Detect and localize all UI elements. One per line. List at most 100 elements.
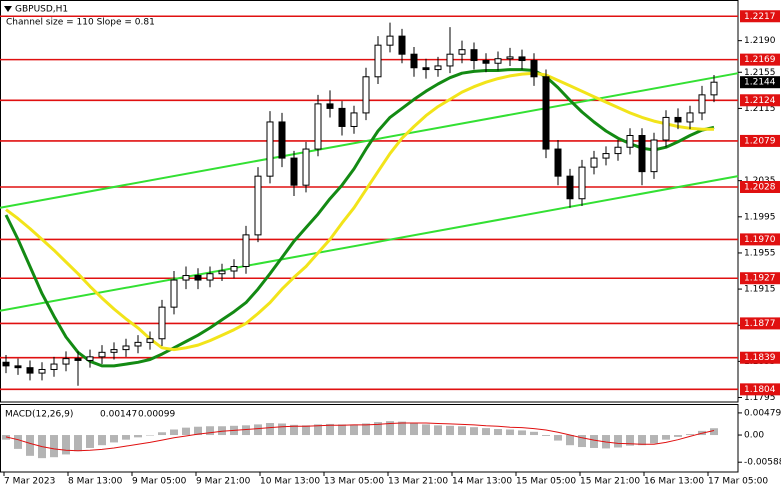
candle-body [422, 67, 430, 71]
macd-bar [302, 425, 310, 436]
macd-bar [386, 421, 394, 436]
macd-bar [578, 435, 586, 448]
level-label-box [740, 53, 780, 66]
macd-bar [374, 422, 382, 436]
symbol: GBPUSD,H1 [15, 5, 68, 15]
candle-body [170, 279, 178, 308]
candle-body [2, 361, 10, 367]
macd-bar [98, 435, 106, 446]
candle-body [266, 121, 274, 177]
macd-bar [338, 424, 346, 436]
signal-line [5, 422, 715, 452]
level-label: 1.1970 [744, 235, 776, 245]
x-tick-label: 14 Mar 13:00 [452, 477, 512, 487]
candle-body [626, 135, 634, 148]
y-tick-label: 1.2115 [744, 104, 776, 114]
candle-body [686, 112, 694, 123]
level-label-box [740, 180, 780, 193]
macd-bar [506, 429, 514, 436]
macd-bar [350, 424, 358, 436]
macd-bar [14, 435, 22, 449]
x-tick-label: 15 Mar 21:00 [580, 477, 640, 487]
macd-bar [482, 428, 490, 436]
candle-body [86, 356, 94, 361]
candle-body [674, 116, 682, 123]
level-label-box [740, 317, 780, 330]
candle-body [614, 146, 622, 155]
macd-bar [122, 435, 130, 440]
candle-body [134, 341, 142, 347]
candle-body [362, 76, 370, 114]
macd-bar [626, 435, 634, 446]
candle-body [434, 65, 442, 71]
level-label-box [740, 94, 780, 107]
candle-body [14, 365, 22, 369]
x-tick-label: 16 Mar 13:00 [644, 477, 704, 487]
candle-body [206, 273, 214, 281]
candle-body [710, 81, 718, 96]
level-label-box [740, 134, 780, 147]
candle-body [578, 166, 586, 200]
macd-bar [554, 435, 562, 441]
last-price-label: 1.2144 [744, 78, 776, 88]
candle-body [26, 367, 34, 374]
macd-bar [170, 429, 178, 436]
x-tick-label: 8 Mar 13:00 [68, 477, 123, 487]
macd-bar [674, 435, 682, 437]
macd-bar [422, 424, 430, 436]
macd-bar [134, 435, 142, 438]
macd-bar [62, 435, 70, 455]
candle-body [98, 351, 106, 358]
x-tick-label: 9 Mar 21:00 [196, 477, 251, 487]
candle-body [302, 148, 310, 186]
y-tick-label: 1.1955 [744, 248, 776, 258]
x-tick-label: 9 Mar 05:00 [132, 477, 187, 487]
macd-bar [290, 424, 298, 436]
macd-bar [254, 424, 262, 436]
macd-bar [50, 435, 58, 458]
macd-bar [530, 431, 538, 436]
macd-value: 0.00147 [100, 410, 137, 420]
candle-body [182, 275, 190, 281]
candle-body [410, 53, 418, 69]
macd-bar [494, 429, 502, 436]
symbol-arrow [4, 6, 12, 12]
moving-average [4, 68, 715, 368]
macd-bar [686, 434, 694, 436]
candle-body [386, 35, 394, 46]
level-label: 1.2124 [744, 96, 776, 106]
candle-body [482, 60, 490, 64]
macd-bar [662, 435, 670, 440]
moving-average [5, 71, 714, 352]
macd-bar [74, 435, 82, 452]
y-tick-label: 0.00479 [744, 408, 781, 418]
level-label: 1.1877 [744, 319, 776, 329]
candle-body [602, 153, 610, 159]
channel-line [0, 175, 739, 312]
level-label: 1.1839 [744, 353, 776, 363]
candle-body [518, 56, 526, 62]
macd-bar [566, 435, 574, 446]
macd-bar [590, 435, 598, 448]
candle-body [146, 338, 154, 343]
y-tick-label: 1.2155 [744, 68, 776, 78]
macd-bar [110, 435, 118, 443]
macd-bar [218, 426, 226, 436]
macd-bar [362, 423, 370, 436]
candle-body [590, 157, 598, 168]
level-label-box [740, 233, 780, 246]
candle-body [278, 121, 286, 159]
macd-bar [650, 435, 658, 444]
level-label-box [740, 272, 780, 285]
macd-bar [398, 421, 406, 436]
macd-bar [710, 428, 718, 436]
candle-body [350, 112, 358, 127]
macd-bar [266, 423, 274, 436]
candle-body [110, 349, 118, 353]
macd-bar [86, 435, 94, 448]
macd-panel-frame [0, 404, 739, 473]
macd-bar [314, 424, 322, 436]
y-tick-label: 1.1915 [744, 285, 776, 295]
candle-body [470, 49, 478, 62]
